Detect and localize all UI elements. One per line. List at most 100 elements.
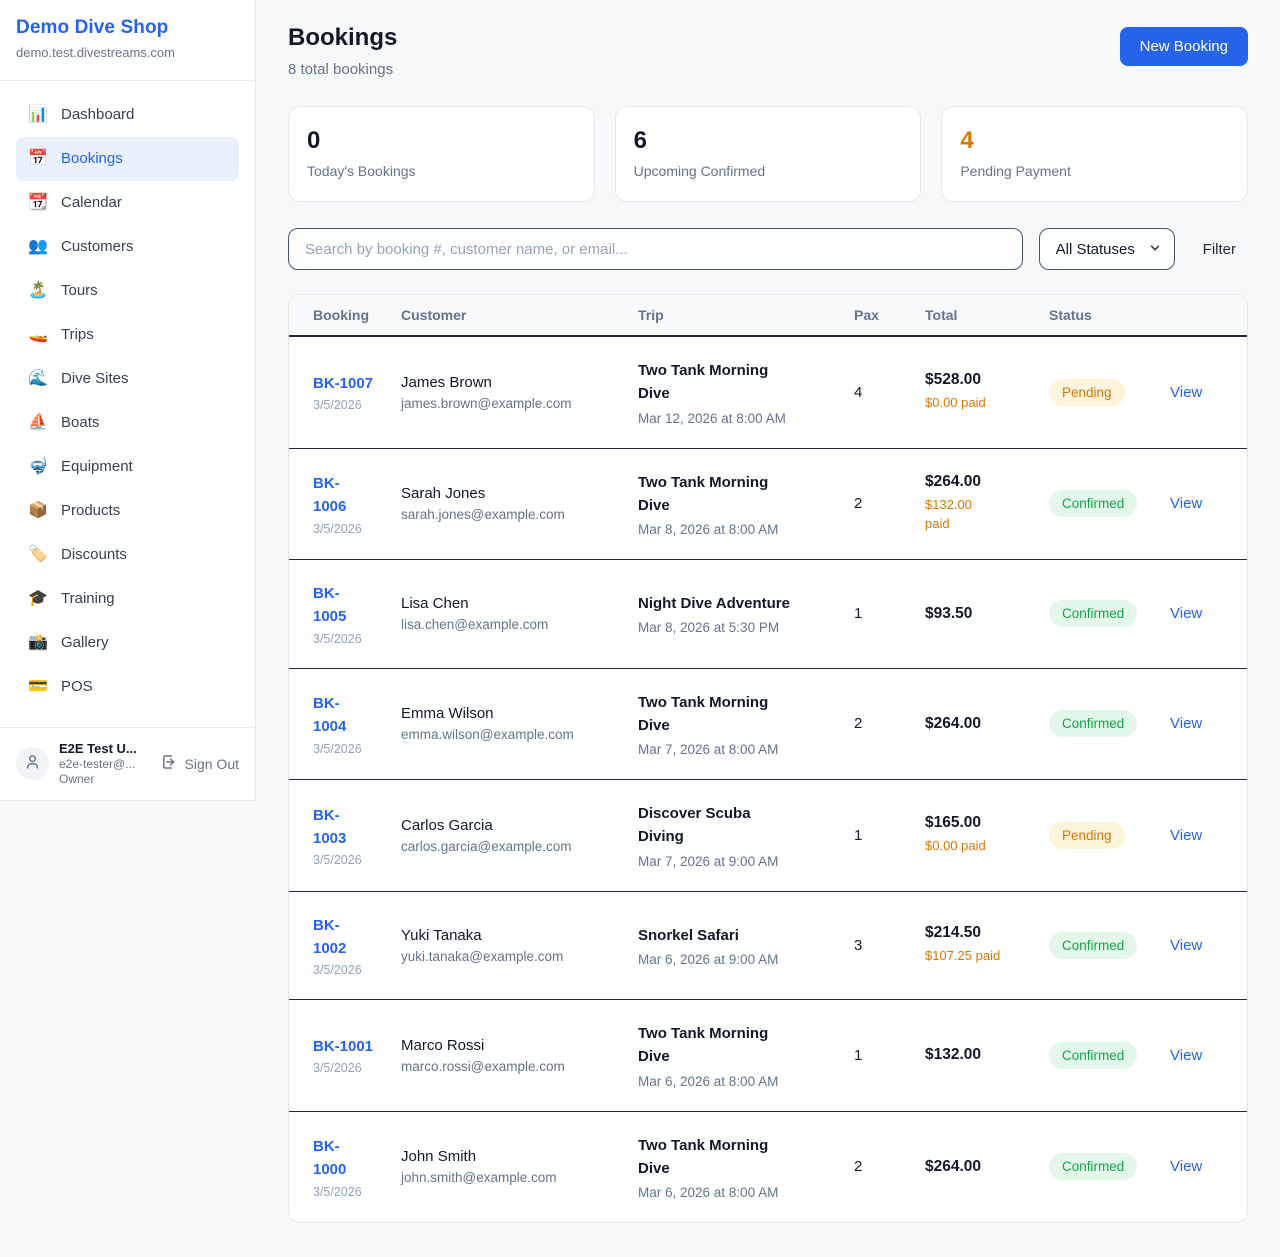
booking-number-link[interactable]: BK- 1002: [313, 916, 347, 957]
pax-count: 1: [854, 826, 863, 844]
gallery-icon: 📸: [28, 634, 48, 651]
stat-label: Pending Payment: [960, 163, 1071, 179]
booking-number-link[interactable]: BK- 1006: [313, 475, 347, 516]
dive-sites-icon: 🌊: [28, 370, 48, 387]
sidebar-item-customers[interactable]: 👥 Customers: [16, 225, 239, 269]
training-icon: 🎓: [28, 590, 48, 607]
stat-value: 4: [960, 127, 974, 154]
sidebar-item-pos[interactable]: 💳 POS: [16, 665, 239, 709]
sidebar-item-equipment[interactable]: 🤿 Equipment: [16, 445, 239, 489]
total-amount: $93.50: [925, 604, 973, 622]
trip-datetime: Mar 6, 2026 at 9:00 AM: [638, 951, 779, 967]
sidebar-item-products[interactable]: 📦 Products: [16, 489, 239, 533]
trip-datetime: Mar 6, 2026 at 8:00 AM: [638, 1185, 779, 1200]
trip-datetime: Mar 7, 2026 at 9:00 AM: [638, 853, 779, 869]
stat-card-todays-bookings: 0 Today's Bookings: [288, 106, 595, 202]
view-link[interactable]: View: [1170, 715, 1203, 733]
total-bookings-count: 8 total bookings: [288, 61, 394, 78]
view-link[interactable]: View: [1170, 605, 1203, 623]
column-header-total: Total: [925, 295, 1049, 337]
booking-number-link[interactable]: BK- 1000: [313, 1138, 347, 1179]
total-amount: $165.00: [925, 814, 982, 832]
stat-value: 6: [633, 127, 648, 154]
status-badge: Confirmed: [1049, 490, 1138, 518]
sidebar-item-bookings[interactable]: 📅 Bookings: [16, 137, 239, 181]
view-link[interactable]: View: [1170, 495, 1203, 513]
table-row: BK- 1003 3/5/2026 Carlos Garcia carlos.g…: [289, 779, 1247, 891]
booking-number-link[interactable]: BK- 1003: [313, 806, 347, 847]
booking-number-link[interactable]: BK-1007: [313, 375, 374, 393]
customer-email: carlos.garcia@example.com: [401, 838, 572, 854]
total-amount: $214.50: [925, 924, 982, 942]
sidebar-item-discounts[interactable]: 🏷️ Discounts: [16, 533, 239, 577]
bookings-table-card: Booking Customer Trip Pax Total Status B…: [288, 294, 1248, 1223]
pax-count: 2: [854, 495, 863, 513]
customer-name: Sarah Jones: [401, 485, 486, 503]
booking-date: 3/5/2026: [313, 631, 362, 646]
sidebar-item-tours[interactable]: 🏝️ Tours: [16, 269, 239, 313]
filter-bar: All Statuses Filter: [288, 228, 1248, 270]
view-link[interactable]: View: [1170, 1158, 1203, 1176]
user-meta: E2E Test U... e2e-tester@... Owner: [59, 741, 150, 786]
booking-date: 3/5/2026: [313, 1184, 362, 1199]
sidebar-item-calendar[interactable]: 📆 Calendar: [16, 181, 239, 225]
sidebar-item-trips[interactable]: 🚤 Trips: [16, 313, 239, 357]
user-email: e2e-tester@...: [59, 757, 136, 771]
trip-name: Two Tank Morning Dive: [638, 1025, 769, 1066]
trip-name: Two Tank Morning Dive: [638, 362, 769, 403]
booking-date: 3/5/2026: [313, 741, 362, 756]
sidebar-item-dashboard[interactable]: 📊 Dashboard: [16, 93, 239, 137]
filter-button[interactable]: Filter: [1191, 233, 1248, 266]
stat-card-pending-payment: 4 Pending Payment: [941, 106, 1248, 202]
sidebar-item-gallery[interactable]: 📸 Gallery: [16, 621, 239, 665]
table-row: BK- 1006 3/5/2026 Sarah Jones sarah.jone…: [289, 447, 1247, 560]
booking-number-link[interactable]: BK- 1004: [313, 695, 347, 736]
table-row: BK- 1005 3/5/2026 Lisa Chen lisa.chen@ex…: [289, 559, 1247, 668]
brand-domain: demo.test.divestreams.com: [16, 45, 175, 60]
avatar: [16, 747, 49, 780]
sidebar-item-dive-sites[interactable]: 🌊 Dive Sites: [16, 357, 239, 401]
view-link[interactable]: View: [1170, 936, 1203, 954]
sidebar-item-label: Dashboard: [61, 106, 135, 123]
search-input[interactable]: [288, 228, 1023, 270]
status-select[interactable]: All Statuses: [1038, 228, 1175, 270]
trip-name: Two Tank Morning Dive: [638, 473, 769, 514]
view-link[interactable]: View: [1170, 383, 1203, 401]
sidebar-item-boats[interactable]: ⛵ Boats: [16, 401, 239, 445]
column-header-booking: Booking: [289, 295, 401, 337]
view-link[interactable]: View: [1170, 1046, 1203, 1064]
sidebar-item-label: Trips: [61, 326, 94, 343]
stat-label: Today's Bookings: [307, 163, 416, 179]
booking-number-link[interactable]: BK-1001: [313, 1038, 374, 1056]
sidebar-item-label: Bookings: [61, 150, 123, 167]
table-row: BK-1001 3/5/2026 Marco Rossi marco.rossi…: [289, 999, 1247, 1111]
customer-name: Yuki Tanaka: [401, 926, 482, 944]
total-amount: $264.00: [925, 1157, 982, 1175]
status-select-wrap: All Statuses: [1038, 228, 1175, 270]
sidebar-item-label: Tours: [61, 282, 98, 299]
new-booking-button[interactable]: New Booking: [1119, 27, 1248, 66]
column-header-pax: Pax: [854, 295, 925, 337]
table-row: BK- 1000 3/5/2026 John Smith john.smith@…: [289, 1110, 1247, 1222]
status-badge: Confirmed: [1049, 931, 1138, 959]
customer-email: marco.rossi@example.com: [401, 1058, 565, 1074]
booking-number-link[interactable]: BK- 1005: [313, 585, 347, 626]
sidebar-item-label: Gallery: [61, 634, 109, 651]
sidebar: Demo Dive Shop demo.test.divestreams.com…: [0, 0, 256, 801]
dashboard-icon: 📊: [28, 106, 48, 123]
trip-datetime: Mar 8, 2026 at 5:30 PM: [638, 620, 780, 636]
sign-out-button[interactable]: Sign Out: [160, 753, 239, 774]
products-icon: 📦: [28, 502, 48, 519]
customer-email: emma.wilson@example.com: [401, 727, 574, 743]
view-link[interactable]: View: [1170, 826, 1203, 844]
sidebar-item-training[interactable]: 🎓 Training: [16, 577, 239, 621]
status-badge: Pending: [1049, 821, 1125, 849]
total-amount: $528.00: [925, 371, 982, 389]
pax-count: 3: [854, 936, 863, 954]
pax-count: 4: [854, 383, 863, 401]
total-amount: $264.00: [925, 473, 982, 491]
booking-date: 3/5/2026: [313, 853, 362, 867]
user-role: Owner: [59, 772, 95, 786]
trip-datetime: Mar 7, 2026 at 8:00 AM: [638, 742, 779, 757]
sidebar-item-label: POS: [61, 678, 93, 695]
